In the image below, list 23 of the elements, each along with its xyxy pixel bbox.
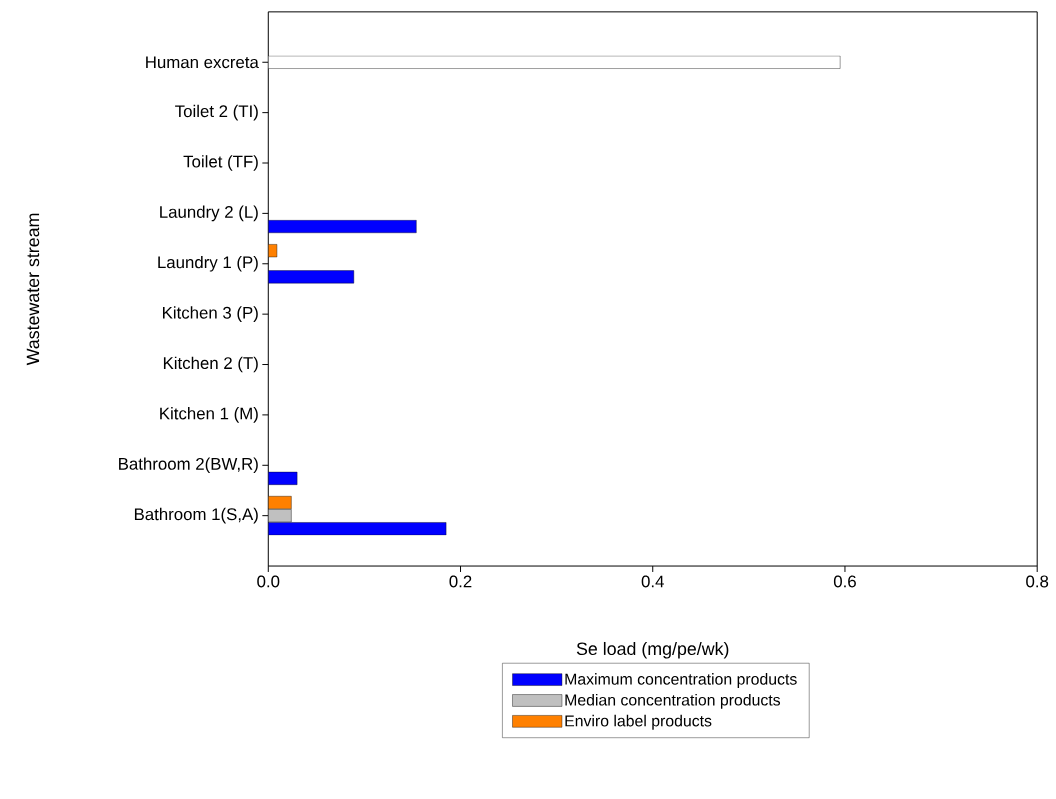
y-tick-label: Toilet (TF) (183, 155, 258, 172)
y-tick-label: Toilet 2 (TI) (175, 105, 258, 121)
y-tick-label: Laundry 1 (P) (158, 256, 258, 272)
x-tick-label: 0.8 (1026, 575, 1049, 588)
y-tick-label: Human excreta (146, 56, 259, 69)
x-axis-title: Se load (mg/pe/wk) (576, 642, 729, 659)
legend-label: Enviro label products (565, 715, 712, 730)
y-tick-label: Bathroom 2(BW,R) (119, 457, 258, 474)
bar (268, 270, 355, 284)
legend-label: Median concentration products (565, 694, 781, 709)
y-tick-label: Laundry 2 (L) (160, 205, 258, 222)
bar (268, 220, 417, 234)
y-axis-title: Wastewater stream (26, 213, 40, 366)
y-tick-label: Kitchen 3 (P) (163, 306, 258, 323)
y-tick-label: Kitchen 2 (T) (163, 356, 258, 373)
x-tick-label: 0.6 (833, 575, 856, 588)
bar (268, 472, 298, 486)
x-tick-label: 0.4 (641, 575, 664, 588)
legend-label: Maximum concentration products (565, 673, 797, 689)
x-tick-label: 0.2 (449, 575, 472, 588)
x-tick-label: 0.0 (257, 575, 280, 588)
y-tick-label: Bathroom 1(S,A) (134, 508, 258, 524)
y-tick-label: Kitchen 1 (M) (160, 407, 258, 423)
